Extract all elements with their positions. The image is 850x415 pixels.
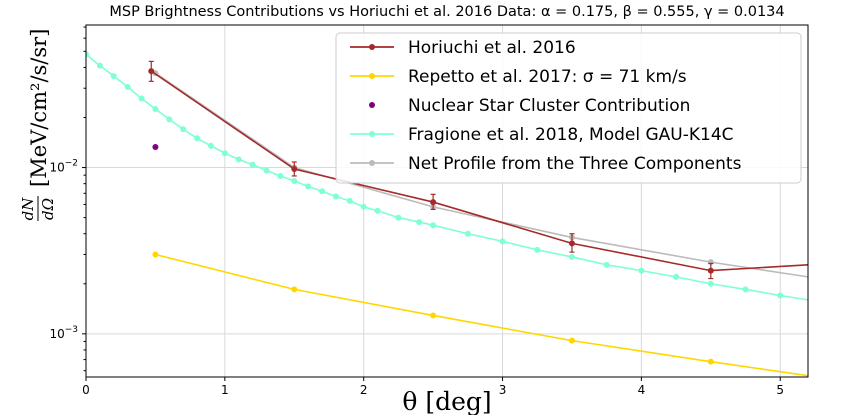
data-point <box>742 286 749 293</box>
series-line <box>150 70 808 272</box>
x-tick-label: 0 <box>82 383 90 397</box>
legend-label: Horiuchi et al. 2016 <box>408 38 576 58</box>
y-axis-label-numerator: dN <box>19 197 37 221</box>
y-tick-label: 10−2 <box>49 159 78 175</box>
y-tick-label: 10−3 <box>49 325 78 341</box>
data-point <box>138 95 145 102</box>
data-point <box>707 280 714 287</box>
data-point <box>707 267 714 274</box>
data-point <box>221 150 228 157</box>
data-point <box>180 126 187 133</box>
data-point <box>534 246 541 253</box>
series-0 <box>148 60 808 280</box>
legend-item: Horiuchi et al. 2016 <box>350 38 576 58</box>
data-point <box>305 183 312 190</box>
data-point <box>291 286 298 293</box>
data-point <box>194 135 201 142</box>
data-point <box>166 116 173 123</box>
data-point <box>277 172 284 179</box>
series-3 <box>86 51 808 301</box>
data-point <box>235 156 242 163</box>
legend-item: Fragione et al. 2018, Model GAU-K14C <box>350 125 734 145</box>
plot-area <box>86 51 808 377</box>
series-1 <box>152 251 808 377</box>
data-point <box>249 161 256 168</box>
y-axis-label-units: [MeV/cm²/s/sr] <box>27 29 51 187</box>
legend-marker <box>369 44 375 50</box>
data-point <box>777 292 784 299</box>
data-point <box>152 143 159 150</box>
x-tick-label: 1 <box>221 383 229 397</box>
y-axis-label-group: [MeV/cm²/s/sr] dN dΩ <box>19 29 57 221</box>
x-tick-label: 2 <box>360 383 368 397</box>
data-point <box>152 105 159 112</box>
y-axis-label-denominator: dΩ <box>39 198 57 220</box>
data-point <box>110 73 117 80</box>
x-axis-label: θ [deg] <box>402 387 491 415</box>
legend-item: Nuclear Star Cluster Contribution <box>369 96 690 116</box>
data-point <box>152 251 159 258</box>
data-point <box>319 188 326 195</box>
legend-label: Net Profile from the Three Components <box>408 154 742 174</box>
data-point <box>263 167 270 174</box>
data-point <box>124 84 131 91</box>
series-group <box>86 51 808 377</box>
y-axis: 10−2 10−3 <box>49 26 86 372</box>
data-point <box>346 197 353 204</box>
legend-label: Fragione et al. 2018, Model GAU-K14C <box>408 125 734 145</box>
data-point <box>332 193 339 200</box>
x-tick-label: 5 <box>776 383 784 397</box>
data-point <box>374 207 381 214</box>
legend-item: Net Profile from the Three Components <box>350 154 742 174</box>
legend-box <box>335 32 802 184</box>
data-point <box>86 51 89 58</box>
legend-marker <box>369 102 375 108</box>
data-point <box>568 253 575 260</box>
data-point <box>568 240 575 247</box>
data-point <box>707 358 714 365</box>
y-axis-label: [MeV/cm²/s/sr] dN dΩ <box>19 29 57 221</box>
legend-marker <box>369 131 375 137</box>
x-tick-label: 4 <box>638 383 646 397</box>
legend-item: Repetto et al. 2017: σ = 71 km/s <box>350 67 687 87</box>
legend-marker <box>369 73 375 79</box>
data-point <box>638 267 645 274</box>
data-point <box>291 166 298 173</box>
data-point <box>464 230 471 237</box>
chart-title: MSP Brightness Contributions vs Horiuchi… <box>109 4 784 20</box>
data-point <box>291 178 298 185</box>
data-point <box>430 222 437 229</box>
x-tick-label: 3 <box>499 383 507 397</box>
data-point <box>416 219 423 226</box>
series-line <box>155 253 808 377</box>
data-point <box>430 312 437 319</box>
legend: Horiuchi et al. 2016 Repetto et al. 2017:… <box>335 32 802 184</box>
legend-label: Repetto et al. 2017: σ = 71 km/s <box>408 67 687 87</box>
data-point <box>148 68 155 75</box>
data-point <box>673 273 680 280</box>
series-2 <box>152 143 159 150</box>
data-point <box>360 203 367 210</box>
legend-label: Nuclear Star Cluster Contribution <box>408 96 690 116</box>
plot-frame <box>85 24 809 378</box>
data-point <box>395 214 402 221</box>
data-point <box>207 142 214 149</box>
x-axis: 0 1 2 3 4 5 <box>82 377 784 397</box>
data-point <box>430 199 437 206</box>
data-point <box>568 337 575 344</box>
legend-marker <box>369 160 375 166</box>
data-point <box>499 238 506 245</box>
data-point <box>603 261 610 268</box>
data-point <box>96 62 103 69</box>
